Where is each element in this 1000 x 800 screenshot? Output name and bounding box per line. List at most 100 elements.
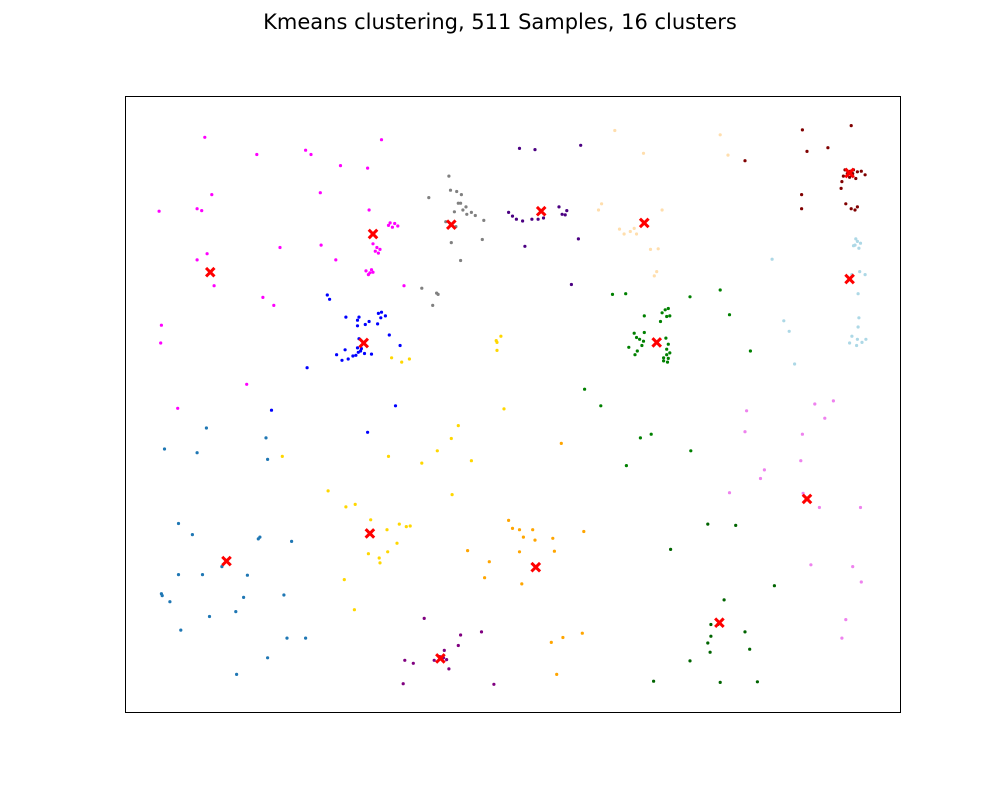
data-point <box>455 189 459 194</box>
data-point <box>726 153 730 157</box>
data-point <box>266 457 270 461</box>
data-point <box>552 549 557 553</box>
data-point <box>517 146 522 150</box>
data-point <box>748 647 752 651</box>
data-point <box>159 341 163 345</box>
data-point <box>706 641 710 645</box>
data-point <box>376 322 380 326</box>
data-point <box>656 247 660 251</box>
data-point <box>531 528 535 532</box>
data-point <box>420 286 424 290</box>
data-point <box>782 319 786 323</box>
data-point <box>210 193 214 197</box>
data-point <box>369 518 373 522</box>
data-point <box>770 257 774 261</box>
data-point <box>638 436 643 440</box>
data-point <box>190 533 194 537</box>
data-point <box>282 593 286 597</box>
data-point <box>245 382 249 386</box>
data-point <box>649 432 653 436</box>
data-point <box>533 538 537 542</box>
data-point <box>379 310 384 314</box>
data-point <box>831 399 836 403</box>
data-point <box>857 316 861 320</box>
data-point <box>366 430 370 434</box>
data-point <box>390 225 394 229</box>
data-point <box>813 402 817 406</box>
data-point <box>662 359 666 363</box>
data-point <box>482 218 486 222</box>
data-point <box>353 502 357 506</box>
data-point <box>800 128 805 132</box>
data-point <box>385 528 389 532</box>
data-point <box>499 334 503 338</box>
data-point <box>386 454 391 458</box>
data-point <box>464 205 468 209</box>
data-point <box>354 353 358 357</box>
data-point <box>856 292 860 296</box>
data-point <box>668 314 672 318</box>
data-point <box>355 346 360 350</box>
data-point <box>817 505 822 510</box>
data-point <box>840 636 844 640</box>
data-point <box>162 447 167 451</box>
data-point <box>841 174 846 178</box>
data-point <box>510 214 515 218</box>
data-point <box>642 330 646 335</box>
data-point <box>641 151 646 155</box>
data-point <box>436 292 440 296</box>
data-point <box>514 217 519 221</box>
data-point <box>452 210 456 214</box>
data-point <box>708 650 712 654</box>
data-point <box>376 311 380 315</box>
data-point <box>855 337 860 341</box>
data-point <box>660 311 664 315</box>
data-point <box>840 180 844 184</box>
data-point <box>583 387 587 391</box>
data-point <box>758 476 763 481</box>
data-point <box>634 335 639 340</box>
data-point <box>363 322 367 327</box>
data-point <box>520 582 524 586</box>
data-point <box>465 212 469 216</box>
data-point <box>304 636 308 640</box>
data-point <box>855 170 860 174</box>
data-point <box>393 404 398 408</box>
data-point <box>617 227 622 231</box>
data-point <box>624 464 629 468</box>
data-point <box>402 284 406 288</box>
data-point <box>557 205 561 209</box>
data-point <box>388 221 392 225</box>
data-point <box>576 237 581 241</box>
data-point <box>205 252 209 256</box>
data-point <box>859 169 863 173</box>
data-point <box>560 212 564 216</box>
data-point <box>255 152 259 157</box>
data-point <box>366 166 370 170</box>
data-point <box>492 682 496 686</box>
centroid-marker <box>445 219 457 231</box>
data-point <box>665 353 669 357</box>
data-point <box>549 640 553 645</box>
centroid-marker <box>364 528 376 539</box>
data-point <box>853 208 857 212</box>
data-point <box>755 680 760 684</box>
data-point <box>445 658 449 662</box>
data-point <box>666 356 670 360</box>
data-point <box>860 340 864 344</box>
data-point <box>235 672 239 677</box>
data-point <box>319 243 323 247</box>
data-point <box>456 201 460 205</box>
data-point <box>479 630 484 634</box>
data-point <box>638 337 642 341</box>
data-point <box>569 282 574 287</box>
data-point <box>660 208 664 212</box>
data-point <box>432 658 436 662</box>
data-point <box>858 241 863 245</box>
data-point <box>266 656 270 660</box>
data-point <box>400 360 404 364</box>
data-point <box>559 441 563 445</box>
data-point <box>805 149 809 153</box>
data-point <box>800 432 805 436</box>
data-point <box>627 345 631 349</box>
